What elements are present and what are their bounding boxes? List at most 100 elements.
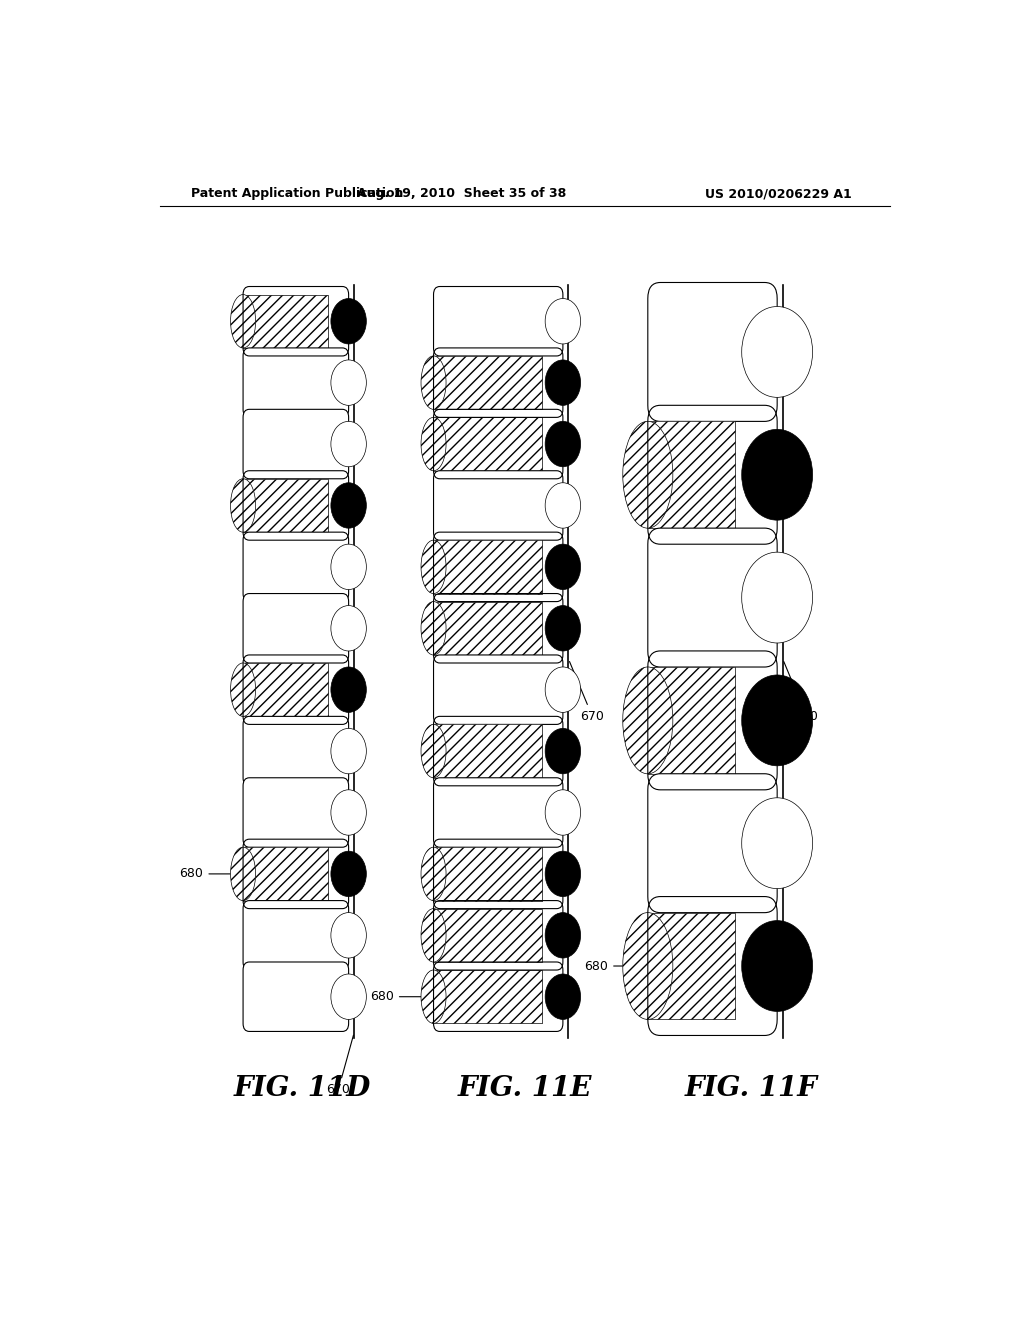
FancyBboxPatch shape [243, 594, 348, 663]
Ellipse shape [230, 479, 256, 532]
FancyBboxPatch shape [433, 777, 563, 847]
Ellipse shape [230, 294, 256, 348]
Ellipse shape [421, 602, 446, 655]
Ellipse shape [545, 421, 581, 467]
Ellipse shape [741, 306, 813, 397]
Bar [433, 602, 542, 655]
FancyBboxPatch shape [243, 777, 348, 847]
Bar [433, 540, 542, 594]
Ellipse shape [421, 417, 446, 471]
Bar [243, 479, 328, 532]
FancyBboxPatch shape [243, 409, 348, 479]
Ellipse shape [545, 360, 581, 405]
Text: FIG. 11F: FIG. 11F [684, 1074, 817, 1102]
Ellipse shape [741, 429, 813, 520]
Ellipse shape [545, 789, 581, 836]
FancyBboxPatch shape [243, 532, 348, 602]
Text: Aug. 19, 2010  Sheet 35 of 38: Aug. 19, 2010 Sheet 35 of 38 [356, 187, 566, 201]
Ellipse shape [331, 298, 367, 345]
Ellipse shape [230, 479, 256, 532]
Ellipse shape [623, 421, 673, 528]
Text: 670: 670 [783, 661, 818, 723]
FancyBboxPatch shape [243, 962, 348, 1031]
Ellipse shape [421, 540, 446, 594]
Text: 680: 680 [179, 867, 245, 880]
FancyBboxPatch shape [433, 655, 563, 725]
Bar [433, 540, 542, 594]
FancyBboxPatch shape [648, 528, 777, 667]
Bar [433, 417, 542, 471]
Ellipse shape [623, 667, 673, 774]
Ellipse shape [623, 421, 673, 528]
FancyBboxPatch shape [243, 900, 348, 970]
Ellipse shape [230, 663, 256, 717]
Text: US 2010/0206229 A1: US 2010/0206229 A1 [706, 187, 852, 201]
Bar [648, 667, 735, 774]
Bar [433, 970, 542, 1023]
Ellipse shape [545, 483, 581, 528]
Ellipse shape [421, 908, 446, 962]
Bar [433, 602, 542, 655]
Bar [433, 847, 542, 900]
Text: FIG. 11E: FIG. 11E [458, 1074, 592, 1102]
Ellipse shape [421, 602, 446, 655]
Ellipse shape [331, 729, 367, 774]
Ellipse shape [230, 294, 256, 348]
Ellipse shape [331, 544, 367, 590]
Bar [648, 421, 735, 528]
Bar [243, 663, 328, 717]
Ellipse shape [623, 667, 673, 774]
Ellipse shape [421, 970, 446, 1023]
Ellipse shape [623, 912, 673, 1019]
Ellipse shape [421, 908, 446, 962]
Ellipse shape [741, 552, 813, 643]
Ellipse shape [331, 421, 367, 467]
Bar [433, 908, 542, 962]
Ellipse shape [230, 663, 256, 717]
Ellipse shape [421, 847, 446, 900]
Ellipse shape [421, 847, 446, 900]
Ellipse shape [421, 725, 446, 777]
Ellipse shape [741, 920, 813, 1011]
Bar [433, 908, 542, 962]
Ellipse shape [331, 360, 367, 405]
Ellipse shape [331, 667, 367, 713]
Ellipse shape [421, 540, 446, 594]
Text: 680: 680 [370, 990, 435, 1003]
Bar [433, 970, 542, 1023]
Ellipse shape [545, 912, 581, 958]
Bar [243, 479, 328, 532]
Bar [433, 356, 542, 409]
Ellipse shape [331, 483, 367, 528]
Text: FIG. 11D: FIG. 11D [233, 1074, 372, 1102]
FancyBboxPatch shape [648, 282, 777, 421]
Bar [243, 847, 328, 900]
Ellipse shape [545, 851, 581, 896]
Ellipse shape [331, 606, 367, 651]
Ellipse shape [741, 675, 813, 766]
Bar [433, 847, 542, 900]
Bar [433, 725, 542, 777]
Ellipse shape [545, 606, 581, 651]
Ellipse shape [545, 298, 581, 345]
Text: 670: 670 [569, 661, 604, 723]
Ellipse shape [421, 356, 446, 409]
Ellipse shape [623, 912, 673, 1019]
FancyBboxPatch shape [433, 471, 563, 540]
Ellipse shape [331, 851, 367, 896]
Bar [648, 912, 735, 1019]
FancyBboxPatch shape [243, 717, 348, 785]
Ellipse shape [230, 847, 256, 900]
FancyBboxPatch shape [243, 348, 348, 417]
Ellipse shape [421, 725, 446, 777]
Ellipse shape [741, 797, 813, 888]
Bar [648, 667, 735, 774]
Text: 680: 680 [585, 960, 649, 973]
Bar [433, 417, 542, 471]
Ellipse shape [331, 789, 367, 836]
Bar [648, 912, 735, 1019]
FancyBboxPatch shape [648, 774, 777, 912]
Text: 670: 670 [327, 1035, 353, 1097]
Ellipse shape [421, 970, 446, 1023]
Bar [243, 663, 328, 717]
